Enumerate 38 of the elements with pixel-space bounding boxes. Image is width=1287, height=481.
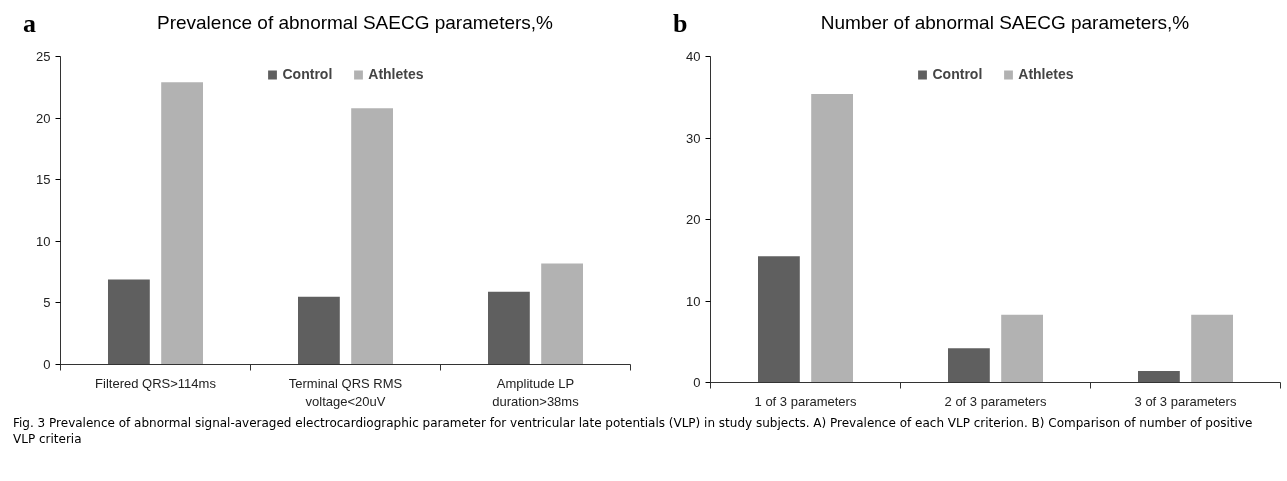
bar: [161, 82, 203, 365]
bar: [298, 296, 340, 365]
x-tick-label: 1 of 3 parameters: [754, 393, 857, 409]
y-tick-label: 10: [686, 293, 701, 309]
y-tick-label: 10: [36, 233, 51, 249]
bar: [948, 348, 990, 383]
text: b: [673, 8, 688, 40]
legend-label: Control: [282, 66, 333, 82]
y-tick-label: 5: [43, 295, 51, 311]
y-tick-label: 15: [36, 172, 51, 188]
x-tick-label: 3 of 3 parameters: [1134, 393, 1237, 409]
y-tick-label: 30: [686, 130, 701, 146]
x-tick-label: Terminal QRS RMS voltage<20uV: [288, 375, 403, 409]
legend-label: Athletes: [1018, 66, 1074, 82]
y-tick-label: 0: [43, 357, 51, 372]
bar: [488, 291, 530, 365]
legend-label: Control: [932, 66, 983, 82]
bar: [1138, 371, 1180, 383]
text: a: [23, 8, 36, 40]
chart-title: Prevalence of abnormal SAECG parameters,%: [156, 11, 553, 35]
bar: [351, 108, 393, 365]
x-tick-label: Filtered QRS>114ms: [95, 375, 217, 391]
y-tick-label: 20: [36, 110, 51, 126]
bar: [108, 279, 150, 365]
y-tick-label: 20: [686, 212, 701, 227]
bar: [541, 263, 583, 365]
x-tick-label: Amplitude LP duration>38ms: [492, 375, 580, 409]
y-tick-label: 25: [36, 49, 51, 64]
bar: [1001, 314, 1043, 383]
caption: Fig. 3 Prevalence of abnormal signal-averaged electrocardiographic parameter for ventricular late potentials (VLP) in study subjects. A) Prevalence of each VLP criterion. B) Comparison of number of positive VLP criteria: [13, 416, 1254, 448]
y-tick-label: 40: [686, 49, 701, 64]
legend-label: Athletes: [368, 66, 424, 82]
y-tick-label: 0: [693, 375, 701, 390]
x-tick-label: 2 of 3 parameters: [944, 393, 1047, 409]
bar: [811, 93, 853, 383]
bar: [1191, 314, 1233, 383]
chart-title: Number of abnormal SAECG parameters,%: [820, 11, 1190, 35]
bar: [758, 256, 800, 383]
